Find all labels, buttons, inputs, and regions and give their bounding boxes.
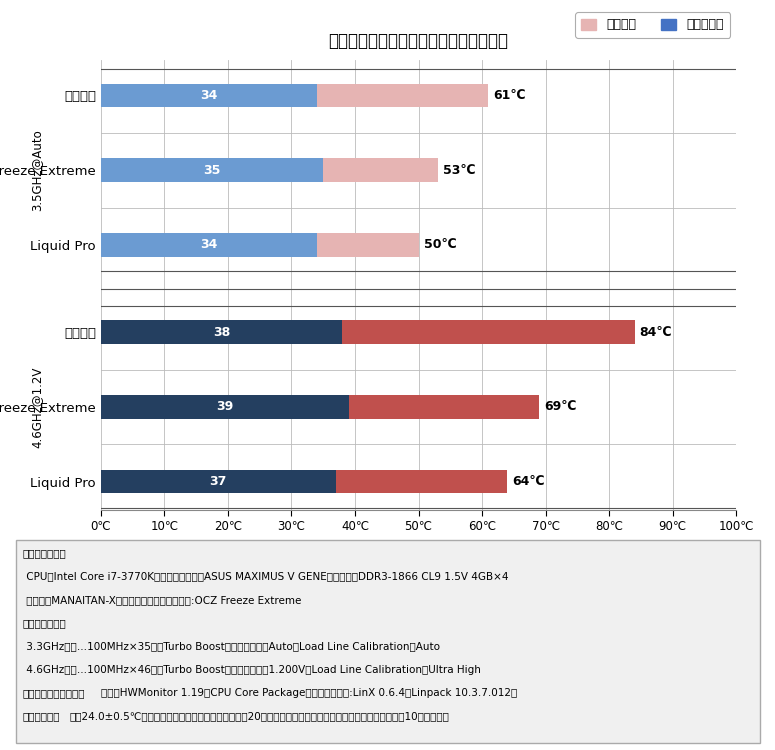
Bar: [101, 320, 343, 344]
Bar: [349, 395, 539, 418]
Text: 4.6GHz@1.2V: 4.6GHz@1.2V: [31, 366, 43, 448]
Text: 3.3GHz設定…100MHz×35倍、Turbo Boost：無効、電圧：Auto、Load Line Calibration：Auto: 3.3GHz設定…100MHz×35倍、Turbo Boost：無効、電圧：Au…: [23, 641, 440, 651]
Bar: [317, 233, 418, 256]
Legend: ロード時, アイドル時: ロード時, アイドル時: [575, 12, 730, 38]
Text: CPU：Intel Core i7-3770K、マザーボード：ASUS MAXIMUS V GENE、メモリ：DDR3-1866 CL9 1.5V 4GB×4: CPU：Intel Core i7-3770K、マザーボード：ASUS MAXI…: [23, 572, 508, 581]
Text: 3.5GHz@Auto: 3.5GHz@Auto: [31, 129, 43, 211]
FancyBboxPatch shape: [16, 540, 760, 742]
Text: 【テスト設定】: 【テスト設定】: [23, 618, 67, 628]
Text: 34: 34: [200, 89, 218, 102]
Text: 53℃: 53℃: [443, 164, 475, 177]
Bar: [101, 158, 323, 182]
Text: 39: 39: [216, 400, 233, 413]
Title: グリスの塗り替えによる温度変化の検証: グリスの塗り替えによる温度変化の検証: [329, 32, 508, 50]
Text: 35: 35: [203, 164, 221, 177]
Text: 38: 38: [213, 326, 230, 339]
Text: ケース：MANAITAN-X（バラック組み）、グリス:OCZ Freeze Extreme: ケース：MANAITAN-X（バラック組み）、グリス:OCZ Freeze Ex…: [23, 595, 301, 604]
Text: 84℃: 84℃: [639, 326, 672, 339]
Text: 64℃: 64℃: [512, 475, 545, 488]
Text: 37: 37: [209, 475, 227, 488]
Bar: [343, 320, 635, 344]
Text: 50℃: 50℃: [424, 238, 456, 251]
Text: 34: 34: [200, 238, 218, 251]
Text: 測定：HWMonitor 1.19（CPU Core Package）、負荷テスト:LinX 0.6.4（Linpack 10.3.7.012）: 測定：HWMonitor 1.19（CPU Core Package）、負荷テス…: [101, 688, 517, 698]
Bar: [336, 470, 508, 494]
Bar: [317, 84, 488, 107]
Bar: [101, 395, 349, 418]
Bar: [101, 470, 336, 494]
Text: 4.6GHz設定…100MHz×46倍、Turbo Boost：無効、電圧：1.200V、Load Line Calibration：Ultra High: 4.6GHz設定…100MHz×46倍、Turbo Boost：無効、電圧：1.…: [23, 664, 480, 674]
Bar: [101, 233, 317, 256]
Text: 61℃: 61℃: [494, 89, 526, 102]
Bar: [323, 158, 438, 182]
Text: 室温24.0±0.5℃、ロード時温度：負荷テスト開始か戂20分後の温度、アイドル時温度：負荷テスト停止か戂10分後の温度: 室温24.0±0.5℃、ロード時温度：負荷テスト開始か戂20分後の温度、アイドル…: [70, 711, 450, 721]
Text: 69℃: 69℃: [544, 400, 577, 413]
Text: 【テスト機材】: 【テスト機材】: [23, 548, 67, 558]
Bar: [101, 84, 317, 107]
Text: 【測定条件】: 【測定条件】: [23, 711, 60, 721]
Text: 【使用ソフトウェア】: 【使用ソフトウェア】: [23, 688, 85, 698]
